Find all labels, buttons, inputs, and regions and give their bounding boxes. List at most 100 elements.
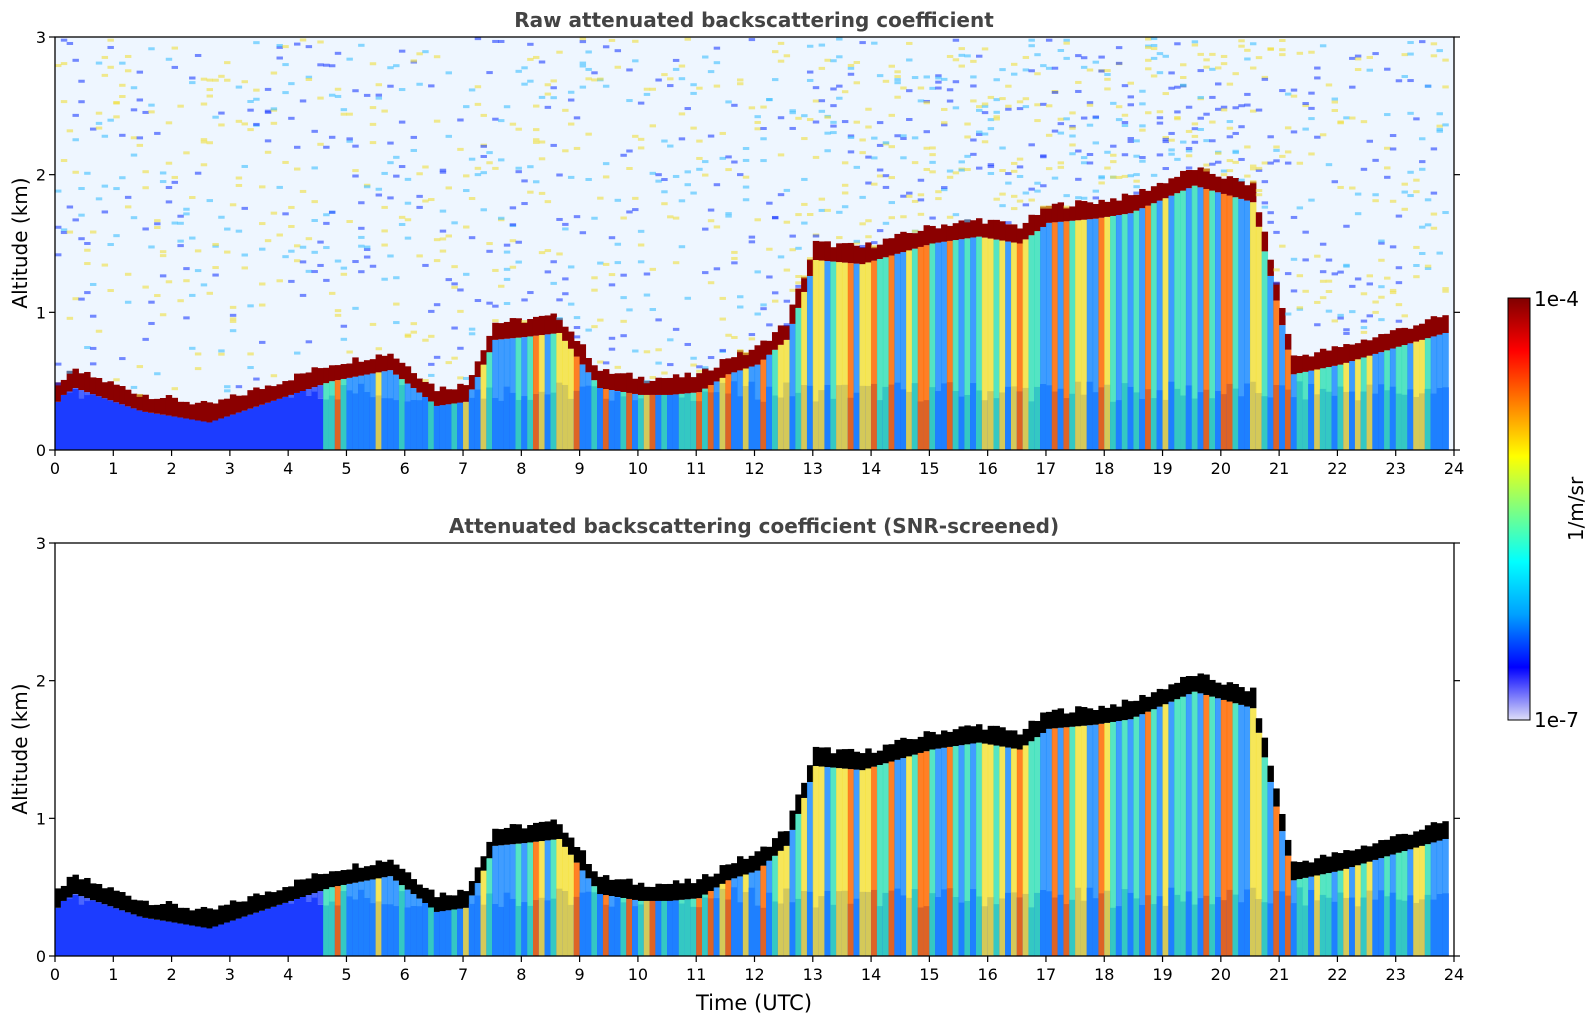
precipitation-streak bbox=[579, 364, 587, 450]
noise-speck bbox=[84, 171, 91, 175]
x-tick-label: 24 bbox=[1444, 459, 1464, 478]
noise-speck bbox=[1185, 105, 1193, 109]
noise-speck bbox=[247, 366, 254, 370]
aerosol-column bbox=[95, 902, 103, 956]
noise-speck bbox=[1191, 40, 1199, 44]
noise-speck bbox=[124, 195, 132, 199]
precipitation-streak bbox=[352, 376, 359, 450]
noise-speck bbox=[486, 301, 493, 305]
noise-speck bbox=[1314, 135, 1321, 139]
cloud-layer bbox=[795, 794, 802, 814]
precipitation-streak bbox=[1290, 374, 1298, 450]
noise-speck bbox=[1010, 207, 1018, 211]
cloud-layer bbox=[323, 873, 330, 890]
noise-speck bbox=[259, 303, 266, 307]
cloud-layer bbox=[1436, 317, 1443, 335]
noise-speck bbox=[1290, 130, 1298, 134]
noise-speck bbox=[288, 116, 295, 120]
cloud-layer bbox=[1424, 825, 1432, 845]
precipitation-streak bbox=[433, 405, 441, 450]
noise-speck bbox=[334, 259, 342, 263]
cloud-layer bbox=[1110, 704, 1117, 722]
cloud-layer bbox=[183, 401, 190, 419]
noise-speck bbox=[1279, 39, 1286, 43]
noise-speck bbox=[637, 260, 645, 264]
cloud-layer bbox=[1238, 181, 1245, 199]
noise-speck bbox=[1261, 161, 1269, 165]
noise-speck bbox=[981, 132, 989, 136]
precipitation-streak bbox=[1255, 732, 1263, 956]
noise-speck bbox=[632, 39, 639, 43]
noise-speck bbox=[515, 166, 522, 170]
x-tick-label: 21 bbox=[1269, 965, 1289, 984]
noise-speck bbox=[1092, 60, 1100, 64]
cloud-layer bbox=[801, 276, 808, 292]
precipitation-streak bbox=[72, 388, 79, 389]
cloud-layer bbox=[544, 315, 552, 335]
noise-speck bbox=[253, 41, 260, 45]
precipitation-streak bbox=[1424, 844, 1432, 956]
noise-speck bbox=[661, 139, 668, 143]
noise-speck bbox=[229, 329, 237, 333]
noise-speck bbox=[124, 272, 132, 276]
precipitation-streak bbox=[777, 344, 785, 450]
precipitation-streak bbox=[550, 839, 557, 956]
cloud-layer bbox=[1354, 849, 1362, 866]
x-tick-label: 10 bbox=[628, 965, 648, 984]
precipitation-streak bbox=[591, 886, 598, 956]
noise-speck bbox=[620, 153, 627, 157]
precipitation-streak bbox=[1349, 361, 1356, 450]
noise-speck bbox=[1040, 102, 1047, 106]
noise-speck bbox=[352, 306, 359, 310]
noise-speck bbox=[1384, 113, 1391, 117]
noise-speck bbox=[194, 269, 202, 273]
noise-speck bbox=[1273, 268, 1280, 272]
noise-speck bbox=[328, 291, 336, 295]
precipitation-streak bbox=[585, 372, 592, 450]
cloud-layer bbox=[212, 909, 219, 927]
precipitation-streak bbox=[1156, 706, 1164, 956]
noise-speck bbox=[678, 112, 686, 116]
precipitation-streak bbox=[1063, 727, 1070, 956]
noise-speck bbox=[148, 110, 155, 114]
precipitation-streak bbox=[964, 238, 971, 450]
noise-speck bbox=[89, 282, 97, 286]
precipitation-streak bbox=[323, 383, 330, 450]
noise-speck bbox=[678, 137, 686, 141]
precipitation-streak bbox=[690, 392, 697, 450]
noise-speck bbox=[1284, 150, 1292, 154]
noise-speck bbox=[795, 274, 802, 278]
noise-speck bbox=[1080, 56, 1088, 60]
noise-speck bbox=[1261, 205, 1269, 209]
noise-speck bbox=[806, 78, 814, 82]
noise-speck bbox=[183, 279, 190, 283]
noise-speck bbox=[1022, 55, 1030, 59]
precipitation-streak bbox=[480, 870, 487, 956]
noise-speck bbox=[742, 175, 750, 179]
noise-speck bbox=[212, 242, 219, 246]
cloud-layer bbox=[643, 886, 651, 901]
cloud-layer bbox=[375, 860, 383, 879]
noise-speck bbox=[760, 159, 767, 163]
noise-speck bbox=[212, 115, 219, 119]
cloud-layer bbox=[818, 241, 826, 261]
noise-speck bbox=[760, 307, 767, 311]
noise-speck bbox=[1104, 87, 1111, 91]
noise-speck bbox=[532, 138, 540, 142]
noise-speck bbox=[789, 234, 796, 238]
precipitation-streak bbox=[375, 372, 383, 450]
cloud-layer bbox=[667, 883, 674, 901]
cloud-layer bbox=[299, 879, 307, 897]
noise-speck bbox=[334, 51, 342, 55]
noise-speck bbox=[707, 208, 715, 212]
noise-speck bbox=[323, 145, 330, 149]
noise-speck bbox=[264, 87, 272, 91]
noise-speck bbox=[165, 280, 173, 284]
cloud-layer bbox=[1005, 224, 1012, 242]
noise-speck bbox=[119, 61, 126, 65]
noise-speck bbox=[259, 185, 266, 189]
cloud-layer bbox=[1028, 720, 1035, 742]
cloud-layer bbox=[270, 892, 278, 907]
noise-speck bbox=[585, 67, 592, 71]
precipitation-streak bbox=[404, 889, 412, 956]
